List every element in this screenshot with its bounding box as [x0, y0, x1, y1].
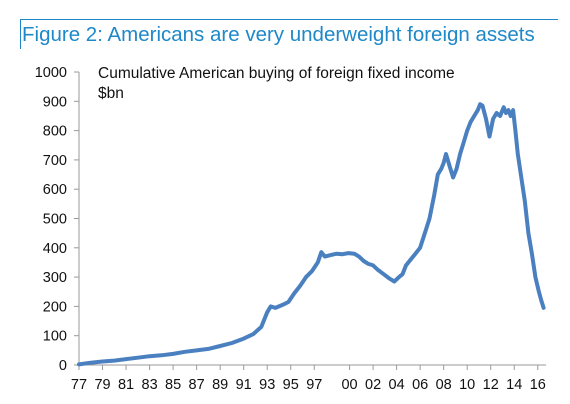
x-tick-label: 77	[71, 377, 87, 393]
x-tick-label: 04	[389, 377, 405, 393]
x-tick-label: 10	[459, 377, 475, 393]
x-tick-label: 81	[118, 377, 134, 393]
x-tick-label: 89	[212, 377, 228, 393]
x-tick-label: 00	[341, 377, 357, 393]
y-tick-label: 200	[43, 299, 67, 315]
chart-subtitle-line-2: $bn	[98, 85, 124, 102]
y-tick-label: 900	[43, 94, 67, 110]
series-layer	[77, 102, 546, 367]
y-tick-label: 300	[43, 270, 67, 286]
x-tick-label: 87	[189, 377, 205, 393]
x-tick-label: 02	[365, 377, 381, 393]
x-tick-label: 95	[283, 377, 299, 393]
x-tick-label: 12	[483, 377, 499, 393]
y-axis-ticks: 0 100 200 300 400 500 600 700 800 900 1000	[35, 65, 79, 374]
x-tick-label: 97	[306, 377, 322, 393]
y-tick-label: 800	[43, 124, 67, 140]
x-tick-label: 08	[436, 377, 452, 393]
figure-title: Figure 2: Americans are very underweight…	[22, 23, 535, 46]
title-accent-rule-left	[20, 19, 21, 49]
x-tick-label: 79	[94, 377, 110, 393]
x-axis-ticks: 77 79 81 83 85 87 89 91 93 95 97 00 02 04 06 08 10 12 14 16	[71, 365, 546, 393]
x-tick-label: 93	[259, 377, 275, 393]
y-tick-label: 0	[59, 358, 67, 374]
x-tick-label: 06	[412, 377, 428, 393]
x-tick-label: 83	[142, 377, 158, 393]
x-tick-label: 16	[530, 377, 546, 393]
y-tick-label: 500	[43, 212, 67, 228]
chart-subtitle-line-1: Cumulative American buying of foreign fi…	[98, 65, 455, 82]
y-tick-label: 100	[43, 329, 67, 345]
title-accent-rule-top	[20, 19, 558, 20]
x-tick-label: 85	[165, 377, 181, 393]
series-line	[77, 102, 546, 367]
y-tick-label: 600	[43, 182, 67, 198]
x-tick-label: 91	[236, 377, 252, 393]
x-tick-label: 14	[506, 377, 522, 393]
y-tick-label: 400	[43, 241, 67, 257]
y-tick-label: 700	[43, 153, 67, 169]
y-tick-label: 1000	[35, 65, 67, 81]
